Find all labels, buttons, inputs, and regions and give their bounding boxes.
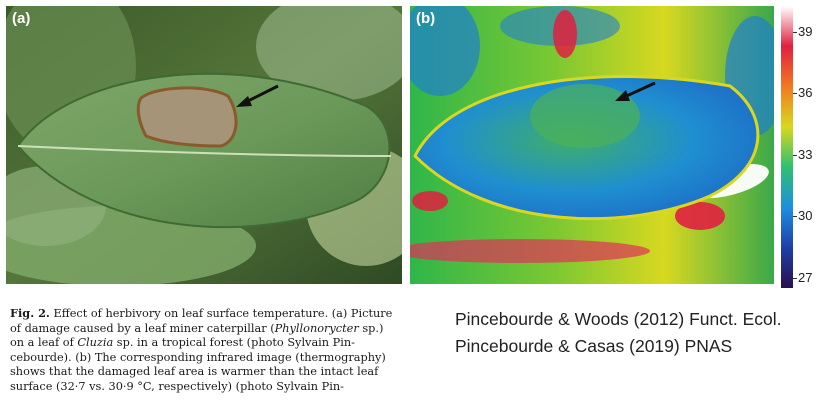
leaf-photo <box>6 6 402 284</box>
genus-name: Cluzia <box>77 336 114 350</box>
colorbar-tick-mark <box>793 93 797 94</box>
temperature-colorbar <box>781 6 793 288</box>
caption-line: on a leaf of Cluzia sp. in a tropical fo… <box>10 336 355 350</box>
photo-panel-a: (a) <box>6 6 402 284</box>
citation-casas: Pincebourde & Casas (2019) PNAS <box>455 336 733 356</box>
colorbar-tick-mark <box>793 155 797 156</box>
colorbar-tick-label: 36 <box>798 85 813 100</box>
panel-b-label: (b) <box>416 10 436 27</box>
colorbar-tick-label: 39 <box>798 24 813 39</box>
colorbar-tick-mark <box>793 216 797 217</box>
caption-line: cebourde). (b) The corresponding infrare… <box>10 350 386 364</box>
colorbar-tick-label: 33 <box>798 147 813 162</box>
species-name: Phyllonorycter <box>274 321 359 335</box>
colorbar-tick-label: 27 <box>798 270 813 285</box>
caption-line: shows that the damaged leaf area is warm… <box>10 365 379 379</box>
colorbar-tick-label: 30 <box>798 208 813 223</box>
panel-a-label: (a) <box>12 10 31 27</box>
caption-line: of damage caused by a leaf miner caterpi… <box>10 321 384 335</box>
figure-label: Fig. 2. <box>10 306 50 320</box>
colorbar-tick-mark <box>793 278 797 279</box>
citation-woods: Pincebourde & Woods (2012) Funct. Ecol. <box>455 309 782 329</box>
caption-line: Fig. 2. Effect of herbivory on leaf surf… <box>10 306 393 320</box>
caption-line: surface (32·7 vs. 30·9 °C, respectively)… <box>10 379 344 393</box>
colorbar-tick-mark <box>793 32 797 33</box>
thermal-image <box>410 6 774 284</box>
figure-caption: Fig. 2. Effect of herbivory on leaf surf… <box>10 306 424 395</box>
thermal-panel-b: (b) <box>410 6 774 284</box>
citations: Pincebourde & Woods (2012) Funct. Ecol. … <box>455 306 782 360</box>
